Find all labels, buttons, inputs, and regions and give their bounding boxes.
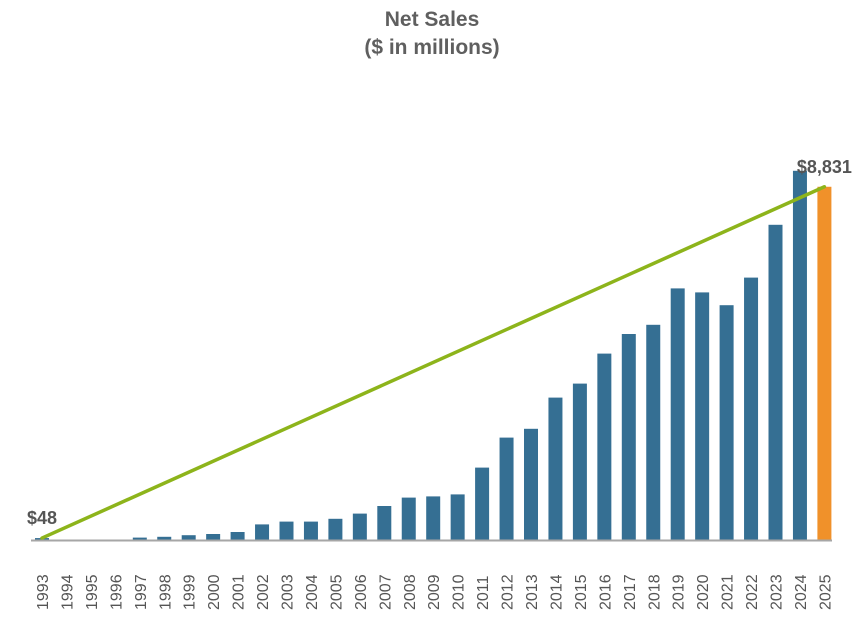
bar-2015	[572, 383, 587, 540]
bar-2000	[206, 534, 221, 540]
x-tick-label-1993: 1993	[35, 574, 52, 610]
bar-2012	[499, 437, 514, 540]
x-tick-label-2006: 2006	[353, 574, 370, 610]
x-tick-label-2014: 2014	[548, 574, 565, 610]
bar-2025	[817, 186, 832, 540]
bar-2022	[744, 277, 759, 540]
x-tick-label-2011: 2011	[475, 575, 492, 610]
x-tick-label-1998: 1998	[157, 574, 174, 610]
trend-line	[40, 185, 827, 540]
x-tick-label-2023: 2023	[769, 574, 786, 610]
chart-title: Net Sales	[384, 8, 480, 31]
x-tick-label-1994: 1994	[59, 574, 76, 610]
x-tick-label-2025: 2025	[817, 574, 834, 610]
x-tick-label-2024: 2024	[793, 574, 810, 610]
x-tick-label-2007: 2007	[377, 574, 394, 610]
bar-2024	[792, 170, 807, 541]
bar-2023	[768, 224, 783, 541]
bar-2010	[450, 494, 465, 540]
chart-subtitle: ($ in millions)	[364, 36, 500, 59]
x-tick-label-2002: 2002	[255, 574, 272, 610]
x-tick-label-1999: 1999	[182, 574, 199, 610]
bar-2018	[646, 324, 661, 540]
bar-2006	[352, 513, 367, 540]
x-tick-label-2003: 2003	[280, 574, 297, 610]
bar-2007	[377, 506, 392, 540]
bar-2020	[695, 292, 710, 540]
bar-2003	[279, 521, 294, 540]
x-tick-label-2001: 2001	[231, 574, 248, 610]
bar-2001	[230, 532, 245, 540]
bar-1998	[157, 536, 172, 540]
x-tick-label-1997: 1997	[133, 574, 150, 610]
bar-2019	[670, 288, 685, 540]
x-tick-label-2013: 2013	[524, 574, 541, 610]
x-tick-label-1996: 1996	[108, 574, 125, 610]
x-tick-label-2019: 2019	[671, 574, 688, 610]
bar-2002	[255, 524, 270, 540]
bar-2008	[401, 497, 416, 540]
bar-1999	[181, 535, 196, 540]
bar-1997	[132, 537, 147, 540]
x-tick-label-2015: 2015	[573, 574, 590, 610]
bar-2017	[621, 334, 636, 540]
bar-2009	[426, 496, 441, 540]
x-tick-label-2012: 2012	[500, 574, 517, 610]
x-tick-label-2000: 2000	[206, 574, 223, 610]
x-tick-label-2018: 2018	[646, 574, 663, 610]
x-tick-label-2004: 2004	[304, 574, 321, 610]
value-label-2025: $8,831	[797, 157, 852, 177]
x-tick-label-1995: 1995	[84, 574, 101, 610]
x-tick-label-2009: 2009	[426, 574, 443, 610]
x-tick-label-2005: 2005	[328, 574, 345, 610]
x-tick-label-2020: 2020	[695, 574, 712, 610]
bar-2011	[475, 467, 490, 540]
x-tick-label-2017: 2017	[622, 574, 639, 610]
x-tick-label-2016: 2016	[597, 574, 614, 610]
x-tick-label-2010: 2010	[451, 574, 468, 610]
bar-2021	[719, 305, 734, 540]
x-tick-label-2021: 2021	[720, 574, 737, 610]
bar-2005	[328, 518, 343, 540]
bar-2013	[524, 428, 538, 540]
value-label-1993: $48	[27, 508, 57, 528]
bar-2004	[303, 521, 318, 540]
bar-2016	[597, 353, 612, 540]
x-tick-label-2022: 2022	[744, 574, 761, 610]
x-tick-label-2008: 2008	[402, 574, 419, 610]
bar-2014	[548, 397, 563, 540]
